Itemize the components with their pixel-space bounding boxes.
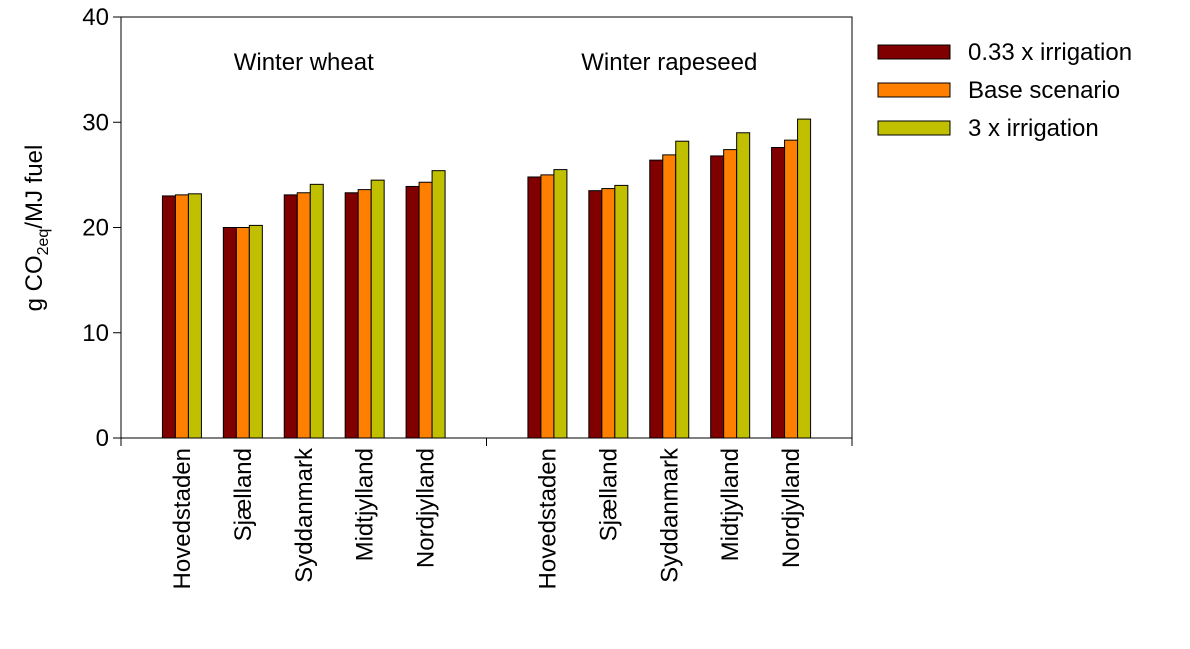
bar (418, 181, 433, 439)
bar (540, 174, 555, 439)
bar (649, 159, 664, 439)
y-tick-label: 20 (82, 215, 109, 242)
bar (614, 184, 629, 439)
bar (370, 179, 385, 439)
y-label-rest: /MJ fuel (21, 145, 48, 229)
legend-label: 3 x irrigation (968, 115, 1099, 142)
bar (771, 147, 786, 439)
x-tick-label: Sjælland (595, 448, 622, 541)
y-tick-label: 40 (82, 4, 109, 31)
bar (736, 132, 751, 439)
bar (174, 194, 189, 439)
bar (357, 189, 372, 439)
x-tick-label: Hovedstaden (534, 448, 561, 589)
bar (222, 227, 237, 439)
y-axis-label: g CO2eq/MJ fuel (21, 145, 52, 312)
legend-label: Base scenario (968, 77, 1120, 104)
bar (187, 193, 202, 439)
x-tick-label: Nordjylland (413, 448, 440, 568)
bar (662, 154, 677, 439)
y-label-main: g CO (21, 255, 48, 311)
bar (588, 190, 603, 439)
legend-label: 0.33 x irrigation (968, 39, 1132, 66)
bar (235, 227, 250, 439)
y-tick-label: 10 (82, 320, 109, 347)
y-tick-label: 30 (82, 109, 109, 136)
x-tick-label: Midtjylland (717, 448, 744, 561)
annotation: Winter rapeseed (581, 49, 757, 76)
legend-swatch (877, 120, 951, 136)
legend-swatch (877, 82, 951, 98)
bar (248, 224, 263, 439)
bar (675, 140, 690, 439)
x-tick-label: Syddanmark (656, 447, 683, 583)
bar (283, 194, 298, 439)
bar (527, 176, 542, 439)
x-tick-label: Midtjylland (352, 448, 379, 561)
bar (784, 139, 799, 439)
bar (296, 192, 311, 439)
x-tick-label: Syddanmark (291, 447, 318, 583)
bar (723, 149, 738, 439)
annotation: Winter wheat (234, 49, 374, 76)
bar (405, 185, 420, 439)
bar (309, 183, 324, 439)
bar (797, 118, 812, 439)
y-label-subscript: 2eq (35, 229, 52, 256)
bar (553, 169, 568, 439)
x-tick-label: Sjælland (230, 448, 257, 541)
x-tick-label: Nordjylland (778, 448, 805, 568)
bar (431, 170, 446, 439)
bar (161, 195, 176, 439)
x-tick-label: Hovedstaden (169, 448, 196, 589)
bar (601, 188, 616, 439)
legend-swatch (877, 44, 951, 60)
y-tick-label: 0 (96, 425, 109, 452)
bar (710, 155, 725, 439)
bar (344, 192, 359, 439)
